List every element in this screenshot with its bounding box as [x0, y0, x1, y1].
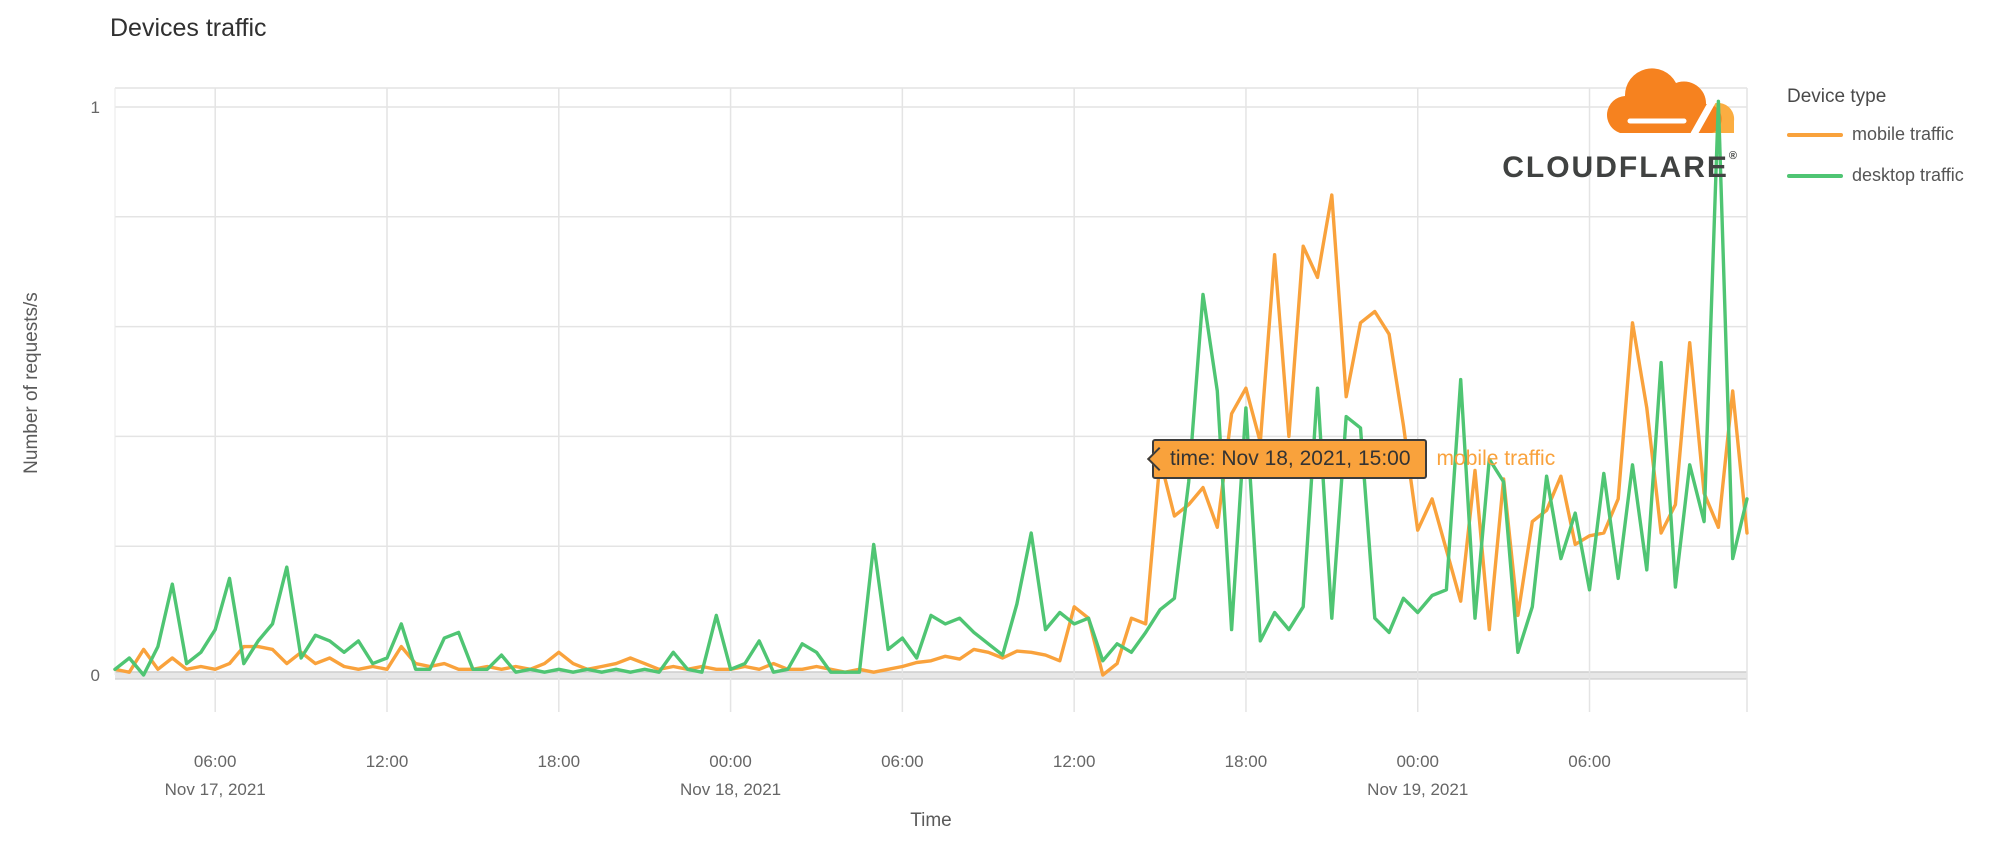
x-tick-date-label: Nov 18, 2021	[680, 780, 782, 799]
legend-item-label: desktop traffic	[1852, 165, 1964, 185]
y-tick-label-0: 0	[90, 666, 100, 685]
x-tick-label: 12:00	[365, 752, 409, 771]
legend-item-desktop-traffic[interactable]: desktop traffic	[1787, 165, 1997, 186]
legend-item-mobile-traffic[interactable]: mobile traffic	[1787, 124, 1997, 145]
legend-swatch-icon	[1787, 132, 1843, 137]
registered-mark: ®	[1728, 150, 1737, 162]
tooltip: time: Nov 18, 2021, 15:00 mobile traffic	[1147, 439, 1556, 480]
x-tick-date-label: Nov 19, 2021	[1367, 780, 1469, 799]
x-tick-label: 18:00	[537, 752, 581, 771]
legend-swatch-icon	[1787, 173, 1843, 178]
series-line-mobile[interactable]	[113, 193, 1749, 677]
cloudflare-wordmark: CLOUDFLARE®	[1502, 150, 1737, 184]
zero-line-band	[115, 672, 1747, 679]
cloudflare-cloud-icon	[1467, 84, 1737, 136]
chart-title: Devices traffic	[110, 14, 267, 42]
tooltip-text: time: Nov 18, 2021, 15:00	[1170, 447, 1411, 471]
legend-item-label: mobile traffic	[1852, 124, 1954, 144]
series-line-desktop[interactable]	[113, 99, 1749, 677]
cloudflare-logo: CLOUDFLARE®	[1467, 84, 1737, 183]
x-tick-label: 12:00	[1052, 752, 1096, 771]
x-tick-label: 18:00	[1224, 752, 1268, 771]
tooltip-series-label: mobile traffic	[1436, 447, 1556, 471]
tooltip-box: time: Nov 18, 2021, 15:00	[1147, 439, 1427, 480]
x-tick-label: 06:00	[193, 752, 237, 771]
x-tick-date-label: Nov 17, 2021	[164, 780, 266, 799]
cloudflare-cloud-shape	[1607, 68, 1735, 138]
x-tick-label: 06:00	[881, 752, 924, 771]
x-axis-title: Time	[910, 810, 952, 831]
x-tick-label: 00:00	[1396, 752, 1440, 771]
y-axis-title: Number of requests/s	[21, 292, 42, 474]
x-tick-label: 06:00	[1568, 752, 1611, 771]
legend: Device type mobile traffic desktop traffi…	[1787, 86, 1997, 206]
x-tick-label: 00:00	[709, 752, 752, 771]
legend-title: Device type	[1787, 86, 1887, 107]
y-tick-label-1: 1	[90, 98, 100, 117]
